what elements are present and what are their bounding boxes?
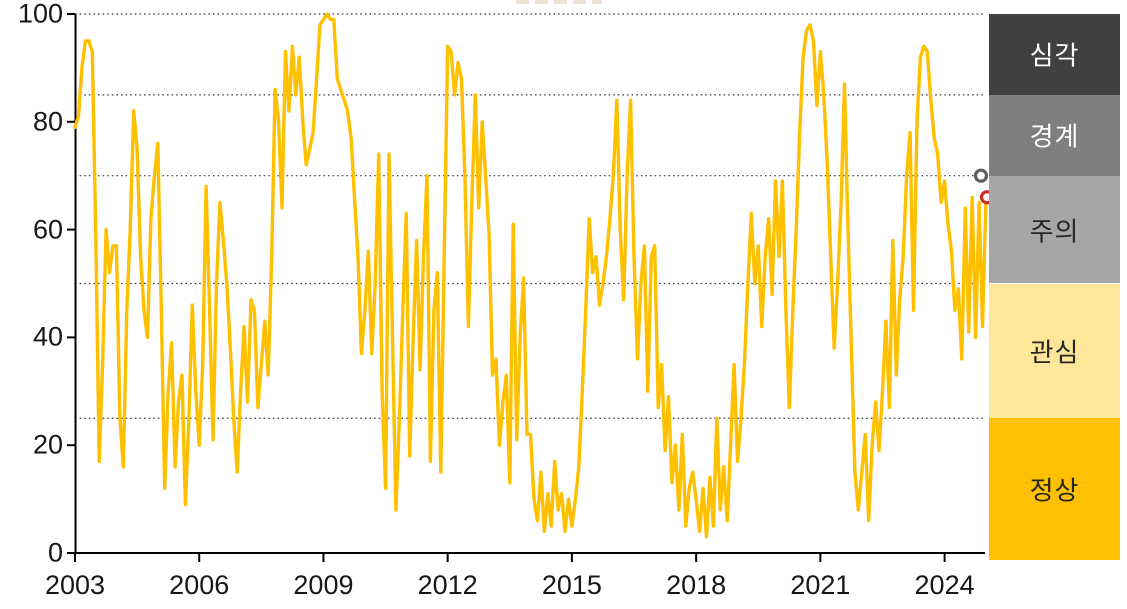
x-tick-label-2024: 2024 [914,570,975,600]
y-tick-label-80: 80 [32,106,63,137]
y-tick-label-0: 0 [47,537,63,568]
clipped-title-fragment [516,0,602,4]
zone-label-2: 주의 [1029,216,1080,247]
index-line [73,12,988,539]
y-tick-label-40: 40 [32,321,63,352]
zone-band-2 [989,175,1120,284]
x-tick-label-2012: 2012 [417,570,478,600]
x-tick-label-2009: 2009 [293,570,354,600]
x-tick-label-2018: 2018 [666,570,727,600]
zone-label-4: 정상 [1029,475,1080,506]
y-tick-label-100: 100 [17,0,63,29]
zone-label-0: 심각 [1029,40,1080,71]
y-tick-label-20: 20 [32,429,63,460]
zone-label-1: 경계 [1029,121,1080,152]
y-tick-label-60: 60 [32,214,63,245]
zone-band-3 [989,283,1120,419]
zone-label-3: 관심 [1029,337,1080,368]
x-tick-label-2021: 2021 [790,570,851,600]
zone-band-0 [989,14,1120,95]
reference-point-marker [973,168,989,183]
x-tick-label-2015: 2015 [541,570,602,600]
x-tick-label-2003: 2003 [44,570,106,600]
zone-band-1 [989,94,1120,176]
x-tick-label-2006: 2006 [169,570,230,600]
zone-band-4 [989,418,1120,560]
